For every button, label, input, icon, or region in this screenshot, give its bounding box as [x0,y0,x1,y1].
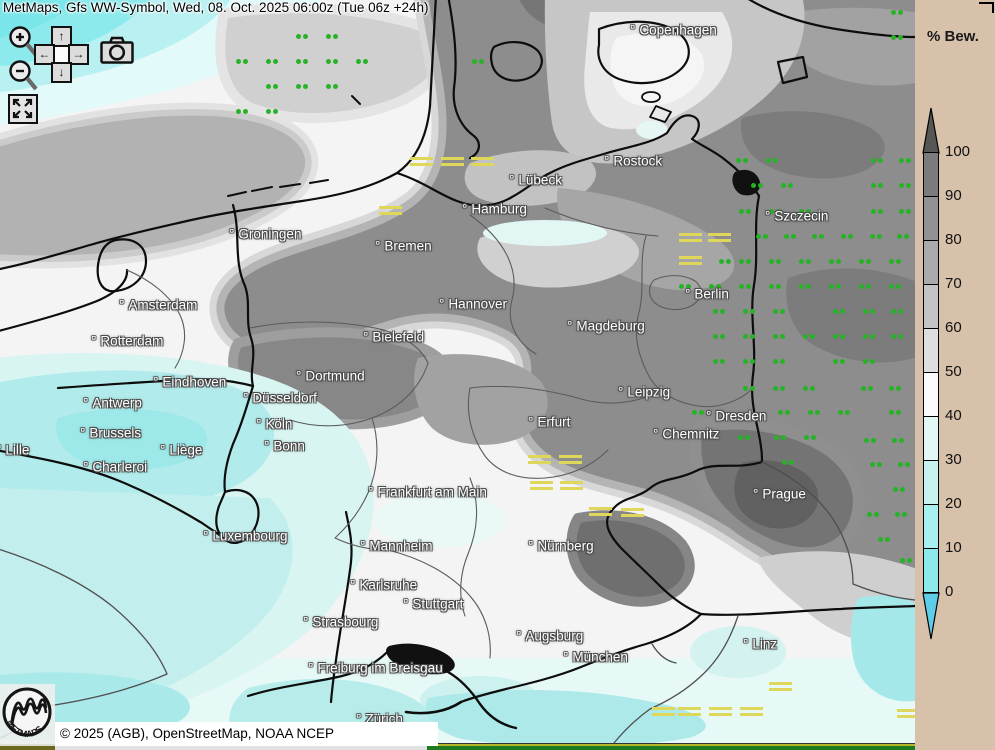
bottom-strip-green [427,743,915,750]
scale-segment [923,504,939,549]
scale-tick-label: 100 [945,143,971,161]
scale-arrow [922,107,940,154]
magnifier-plus-icon [9,26,38,57]
scale-tick-label: 20 [945,495,962,513]
scale-tick-label: 80 [945,231,962,249]
scale-segment [923,152,939,197]
scale-segment [923,416,939,461]
scale-tick-label: 0 [945,583,954,601]
pan-up-button[interactable]: ↑ [51,26,72,47]
camera-icon [100,36,134,64]
scale-segment [923,548,939,593]
map-svg [0,0,915,750]
fullscreen-button[interactable] [8,94,38,124]
cloud-cover-scale [922,107,940,640]
weather-map[interactable]: ° Copenhagen ° Rostock ° Lübeck ° Hamburg ° Szcze… [0,0,915,750]
pan-left-button[interactable]: ← [34,44,55,65]
map-title: MetMaps, Gfs WW-Symbol, Wed, 08. Oct. 20… [3,0,429,15]
scale-segment [923,240,939,285]
scale-tick-label: 90 [945,187,962,205]
legend-title: % Bew. [927,28,979,45]
scale-arrow [922,592,940,640]
snapshot-button[interactable] [99,35,135,70]
pan-down-button[interactable]: ↓ [51,62,72,83]
legend-panel: % Bew. 100 90 80 70 60 50 40 30 20 10 0 [915,0,995,750]
scale-segment [923,460,939,505]
scale-tick-label: 10 [945,539,962,557]
bottom-strip-gray [55,744,427,750]
scale-segment [923,196,939,241]
zoom-out-button[interactable] [8,59,38,97]
attribution-text[interactable]: © 2025 (AGB), OpenStreetMap, NOAA NCEP [60,726,335,741]
bottom-strip-olive [0,744,55,750]
metmaps-logo[interactable]: METMAPS [0,684,55,746]
expand-arrows-icon [12,98,33,119]
scale-tick-label: 70 [945,275,962,293]
scale-tick-label: 50 [945,363,962,381]
scale-tick-label: 30 [945,451,962,469]
scale-segment [923,328,939,373]
pan-right-button[interactable]: → [68,44,89,65]
scale-tick-label: 40 [945,407,962,425]
scale-segment [923,372,939,417]
attribution-bar: © 2025 (AGB), OpenStreetMap, NOAA NCEP [55,722,438,746]
scale-segment [923,284,939,329]
metmaps-logo-icon: METMAPS [2,687,52,739]
scale-tick-label: 60 [945,319,962,337]
zoom-in-button[interactable] [8,25,38,63]
panel-corner-mark [979,2,994,13]
magnifier-minus-icon [9,60,38,91]
